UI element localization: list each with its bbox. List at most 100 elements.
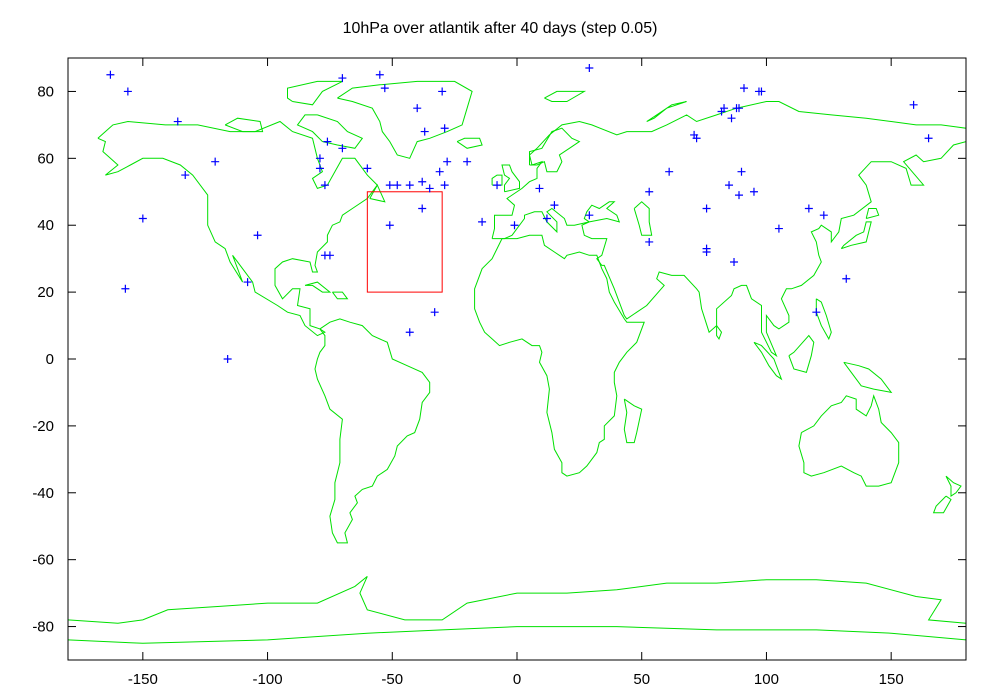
eurasia-coast — [491, 101, 967, 358]
data-point — [757, 87, 766, 96]
data-point — [435, 167, 444, 176]
data-point — [842, 274, 851, 283]
data-point — [243, 278, 252, 287]
new-zealand-south-coast — [932, 495, 952, 514]
data-point — [363, 164, 372, 173]
data-point — [702, 247, 711, 256]
data-point — [253, 231, 262, 240]
data-point — [737, 167, 746, 176]
data-point — [443, 157, 452, 166]
data-point — [173, 117, 182, 126]
chart-title: 10hPa over atlantik after 40 days (step … — [342, 20, 658, 37]
data-point — [924, 134, 933, 143]
data-point — [405, 328, 414, 337]
points-layer — [106, 64, 933, 363]
iceland-coast — [456, 137, 483, 149]
x-tick-label: -150 — [128, 671, 158, 688]
y-tick-label: -80 — [32, 619, 54, 636]
data-point — [325, 251, 334, 260]
data-point — [665, 167, 674, 176]
victoria-island-coast — [224, 117, 264, 133]
data-point — [804, 204, 813, 213]
data-point — [138, 214, 147, 223]
madagascar-coast — [623, 398, 643, 444]
ellesmere-coast — [287, 80, 343, 106]
data-point — [510, 221, 519, 230]
data-point — [211, 157, 220, 166]
new-guinea-coast — [843, 361, 893, 394]
data-point — [730, 258, 739, 267]
data-point — [315, 154, 324, 163]
britain-coast — [501, 164, 520, 193]
data-point — [413, 104, 422, 113]
data-point — [418, 204, 427, 213]
data-point — [774, 224, 783, 233]
data-point — [542, 214, 551, 223]
data-point — [692, 134, 701, 143]
svalbard-coast — [544, 90, 587, 102]
antarctica-coast — [67, 576, 967, 624]
data-point — [380, 84, 389, 93]
data-point — [463, 157, 472, 166]
data-point — [720, 104, 729, 113]
data-point — [812, 308, 821, 317]
data-point — [440, 124, 449, 133]
x-tick-label: 50 — [633, 671, 650, 688]
data-point — [420, 127, 429, 136]
caspian-coast — [633, 201, 653, 236]
y-tick-label: 20 — [37, 284, 54, 301]
data-point — [645, 237, 654, 246]
baffin-coast — [296, 114, 364, 149]
y-tick-label: 0 — [46, 351, 54, 368]
data-point — [645, 187, 654, 196]
data-point — [315, 164, 324, 173]
data-point — [338, 144, 347, 153]
japan-coast — [840, 221, 872, 250]
x-tick-label: 0 — [513, 671, 521, 688]
data-point — [418, 177, 427, 186]
data-point — [121, 284, 130, 293]
newfoundland-coast — [369, 183, 386, 203]
y-tick-label: -60 — [32, 552, 54, 569]
hispaniola-coast — [331, 291, 349, 300]
x-tick-label: -100 — [253, 671, 283, 688]
data-point — [909, 100, 918, 109]
data-point — [405, 181, 414, 190]
y-tick-label: -20 — [32, 418, 54, 435]
y-tick-label: 40 — [37, 217, 54, 234]
data-point — [385, 181, 394, 190]
sumatra-coast — [753, 341, 783, 381]
data-point — [585, 211, 594, 220]
australia-coast — [798, 394, 900, 487]
region-box-layer — [366, 191, 443, 293]
data-point — [430, 308, 439, 317]
data-point — [819, 211, 828, 220]
south-america-coast — [314, 318, 431, 544]
data-point — [725, 181, 734, 190]
north-america-coast — [97, 120, 378, 337]
data-point — [106, 70, 115, 79]
data-point — [393, 181, 402, 190]
data-point — [438, 87, 447, 96]
borneo-coast — [788, 334, 815, 374]
data-point — [550, 201, 559, 210]
data-point — [493, 181, 502, 190]
data-point — [735, 104, 744, 113]
x-tick-label: 100 — [754, 671, 779, 688]
data-point — [535, 184, 544, 193]
y-tick-label: -40 — [32, 485, 54, 502]
data-point — [727, 114, 736, 123]
philippines-coast — [815, 298, 832, 341]
data-point — [425, 184, 434, 193]
data-point — [749, 187, 758, 196]
y-tick-label: 80 — [37, 83, 54, 100]
axes-layer: -150 -100 -50 0 50 100 150 80 60 40 20 0 -20 -40 -60 -8… — [32, 58, 966, 688]
x-tick-label: -50 — [381, 671, 403, 688]
cuba-coast — [304, 281, 332, 293]
new-zealand-north-coast — [945, 475, 962, 498]
data-point — [320, 181, 329, 190]
greenland-coast — [337, 80, 473, 159]
y-tick-label: 60 — [37, 150, 54, 167]
data-point — [223, 355, 232, 363]
